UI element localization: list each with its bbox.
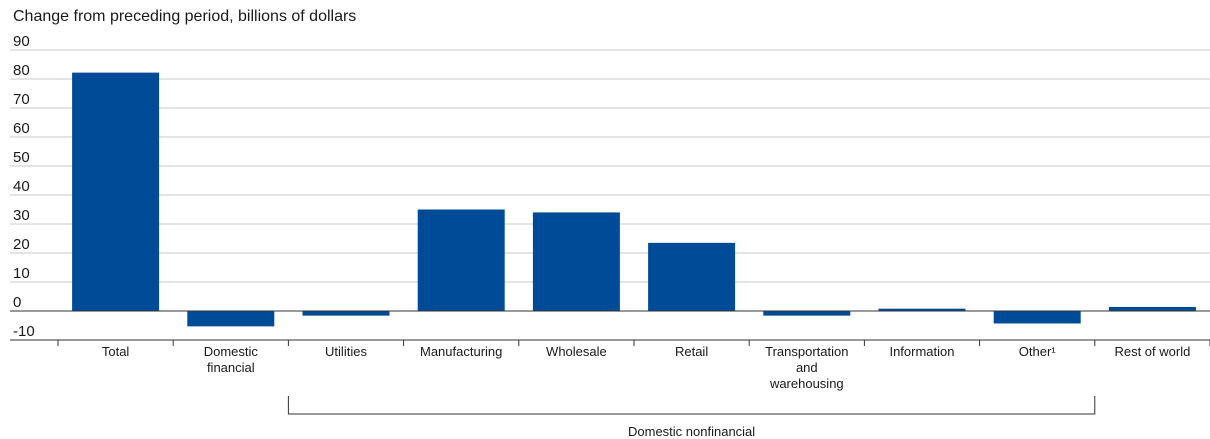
y-tick-label: 40 <box>13 178 30 195</box>
x-tick-label: Rest of world <box>1114 344 1190 359</box>
chart-title: Change from preceding period, billions o… <box>13 8 357 25</box>
y-tick-label: 60 <box>13 120 30 137</box>
bar <box>417 209 505 311</box>
bars <box>72 72 1196 327</box>
y-tick-label: 90 <box>13 33 30 50</box>
x-axis <box>10 310 1210 346</box>
x-tick-label: Transportation and warehousing <box>765 344 848 391</box>
bar <box>532 212 620 311</box>
group-bracket-line <box>287 396 1096 415</box>
y-tick-label: 0 <box>13 294 21 311</box>
bar <box>302 311 390 316</box>
bar <box>878 308 966 311</box>
x-tick-label: Wholesale <box>546 344 607 359</box>
y-tick-label: 10 <box>13 265 30 282</box>
group-bracket: Domestic nonfinancial <box>287 396 1096 439</box>
x-tick-label: Information <box>889 344 954 359</box>
bar <box>1108 306 1196 311</box>
y-tick-label: 70 <box>13 91 30 108</box>
x-tick-label: Utilities <box>325 344 367 359</box>
y-tick-label: -10 <box>13 323 35 340</box>
x-tick-label: Total <box>102 344 130 359</box>
x-axis-labels: Total Domestic financial Utilities Manufactu… <box>102 344 1190 391</box>
y-tick-label: 30 <box>13 207 30 224</box>
bar <box>993 311 1081 324</box>
group-label: Domestic nonfinancial <box>628 424 755 439</box>
y-axis-ticks: 90 80 70 60 50 40 30 20 10 0 -10 <box>13 33 35 340</box>
x-tick-label: Manufacturing <box>420 344 502 359</box>
x-tick-label: Other¹ <box>1019 344 1057 359</box>
y-tick-label: 20 <box>13 236 30 253</box>
y-tick-label: 80 <box>13 62 30 79</box>
bar <box>763 311 851 316</box>
x-tick-label: Domestic financial <box>204 344 259 375</box>
y-tick-label: 50 <box>13 149 30 166</box>
bar <box>72 72 160 312</box>
bar <box>187 311 275 327</box>
bar <box>648 242 736 311</box>
x-tick-label: Retail <box>675 344 708 359</box>
